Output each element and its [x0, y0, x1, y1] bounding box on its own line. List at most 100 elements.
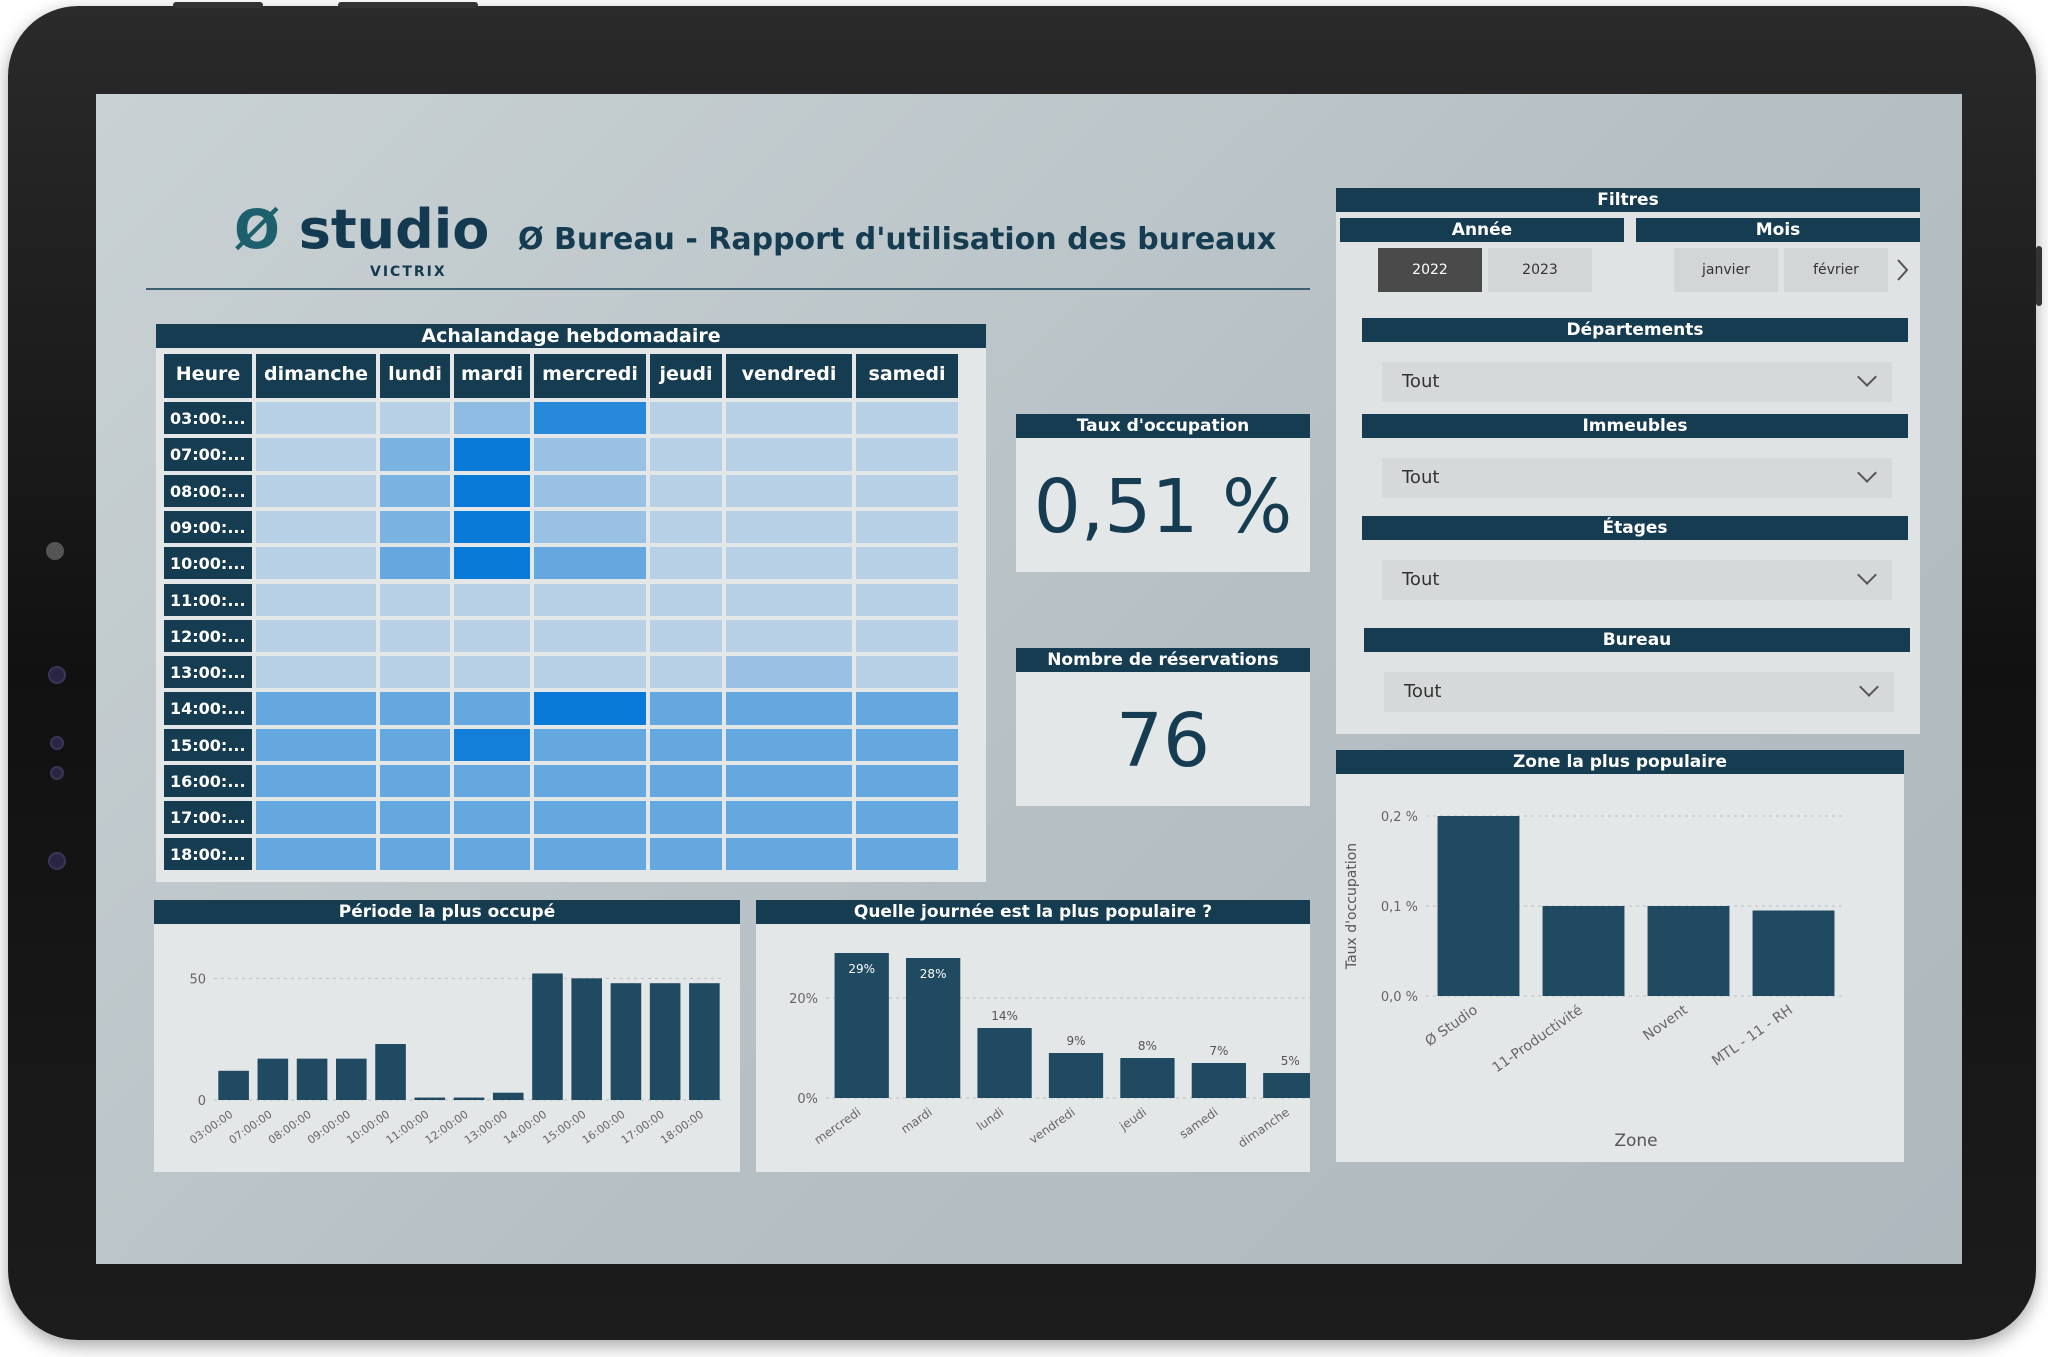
brand-logo: Ø studio — [234, 198, 489, 261]
heatmap-col-header: samedi — [856, 354, 958, 398]
heatmap-cell — [726, 837, 852, 870]
heatmap-cell — [726, 656, 852, 689]
y-tick-label: 0,1 % — [1381, 900, 1418, 915]
bar — [1048, 1053, 1104, 1098]
month-option-janvier[interactable]: janvier — [1674, 248, 1778, 292]
heatmap-cell — [650, 801, 722, 834]
month-next-arrow[interactable] — [1892, 248, 1914, 292]
kpi-occupancy-label: Taux d'occupation — [1016, 414, 1310, 438]
heatmap-cell — [650, 547, 722, 580]
brand-mark: Ø — [234, 198, 280, 261]
heatmap-cell — [380, 837, 450, 870]
departments-dropdown[interactable]: Tout — [1382, 362, 1892, 402]
data-label: 14% — [991, 1009, 1018, 1023]
x-tick-label: 11-Productivité — [1490, 1002, 1586, 1076]
x-tick-label: 13:00:00 — [462, 1108, 510, 1147]
heatmap-cell — [454, 402, 530, 435]
heatmap-row-label: 09:00:... — [164, 510, 252, 544]
x-tick-label: 17:00:00 — [619, 1108, 667, 1147]
office-dropdown[interactable]: Tout — [1384, 672, 1894, 712]
heatmap-cell — [454, 728, 530, 761]
y-tick-label: 50 — [189, 972, 206, 987]
tablet-button — [2036, 246, 2042, 306]
heatmap-cell — [380, 547, 450, 580]
data-label: 5% — [1281, 1054, 1300, 1068]
heatmap-cell — [856, 547, 958, 580]
heatmap-cell — [256, 619, 376, 653]
heatmap-col-header: lundi — [380, 354, 450, 398]
chevron-down-icon — [1857, 565, 1877, 585]
heatmap-cell — [856, 438, 958, 471]
year-option-2023[interactable]: 2023 — [1488, 248, 1592, 292]
heatmap-cell — [380, 510, 450, 544]
kpi-reservations-label: Nombre de réservations — [1016, 648, 1310, 672]
bar — [375, 1044, 406, 1100]
kpi-reservations-value: 76 — [1115, 698, 1211, 784]
x-tick-label: mardi — [898, 1105, 934, 1136]
x-tick-label: 16:00:00 — [580, 1108, 628, 1147]
buildings-dropdown[interactable]: Tout — [1382, 458, 1892, 498]
x-tick-label: vendredi — [1027, 1105, 1078, 1147]
bar — [610, 983, 642, 1100]
heatmap-cell — [454, 692, 530, 725]
heatmap-cell — [650, 402, 722, 435]
bar — [453, 1097, 485, 1100]
heatmap-cell — [650, 510, 722, 544]
heatmap-cell — [650, 656, 722, 689]
heatmap-cell — [650, 765, 722, 798]
heatmap-row-label: 12:00:... — [164, 619, 252, 653]
heatmap-cell — [726, 474, 852, 507]
y-axis-label: Taux d'occupation — [1344, 843, 1360, 970]
heatmap-cell — [650, 438, 722, 471]
year-label: Année — [1340, 218, 1624, 242]
heatmap-row-label: 03:00:... — [164, 402, 252, 435]
heatmap-cell — [454, 474, 530, 507]
heatmap-cell — [454, 583, 530, 616]
kpi-occupancy-value: 0,51 % — [1033, 464, 1293, 550]
heatmap-cell — [726, 765, 852, 798]
title-divider — [146, 288, 1310, 290]
month-option-fevrier[interactable]: février — [1784, 248, 1888, 292]
heatmap-cell — [380, 728, 450, 761]
x-tick-label: jeudi — [1116, 1105, 1149, 1134]
heatmap-cell — [454, 438, 530, 471]
office-value: Tout — [1404, 681, 1442, 702]
tablet-button — [338, 2, 478, 8]
heatmap-cell — [534, 765, 646, 798]
heatmap-cell — [726, 438, 852, 471]
x-tick-label: 07:00:00 — [227, 1108, 275, 1147]
sensor-icon — [50, 766, 64, 780]
heatmap-row-label: 18:00:... — [164, 837, 252, 870]
chart-title: Quelle journée est la plus populaire ? — [756, 900, 1310, 924]
bar — [1647, 906, 1730, 996]
heatmap-cell — [726, 692, 852, 725]
bar — [1191, 1063, 1246, 1098]
heatmap-cell — [856, 510, 958, 544]
x-tick-label: 10:00:00 — [344, 1108, 392, 1147]
floors-dropdown[interactable]: Tout — [1382, 560, 1892, 600]
heatmap-title: Achalandage hebdomadaire — [156, 324, 986, 348]
heatmap-cell — [454, 801, 530, 834]
heatmap-cell — [380, 801, 450, 834]
heatmap-cell — [454, 837, 530, 870]
bar — [414, 1097, 446, 1100]
heatmap-cell — [534, 583, 646, 616]
popular-day-chart: 0% 20% 29% mercredi 28% mardi 14% lundi 9% vendre… — [789, 953, 1310, 1150]
heatmap-cell — [856, 474, 958, 507]
heatmap-cell — [380, 402, 450, 435]
heatmap-grid: Heure dimanche lundi mardi mercredi jeudi vend… — [164, 354, 958, 874]
x-tick-label: 11:00:00 — [384, 1108, 432, 1147]
month-label: Mois — [1636, 218, 1920, 242]
year-option-2022[interactable]: 2022 — [1378, 248, 1482, 292]
heatmap-cell — [380, 692, 450, 725]
chevron-down-icon — [1857, 367, 1877, 387]
bar — [532, 973, 563, 1100]
bar — [492, 1092, 524, 1100]
popular-day-card: Quelle journée est la plus populaire ? 0… — [756, 900, 1310, 1172]
dashboard-screen: Ø studio VICTRIX Ø Bureau - Rapport d'ut… — [96, 94, 1962, 1264]
kpi-occupancy-card: Taux d'occupation 0,51 % — [1016, 414, 1310, 572]
x-tick-label: 03:00:00 — [187, 1108, 235, 1147]
heatmap-cell — [856, 692, 958, 725]
brand-sub: VICTRIX — [370, 264, 447, 280]
bar — [977, 1028, 1032, 1098]
